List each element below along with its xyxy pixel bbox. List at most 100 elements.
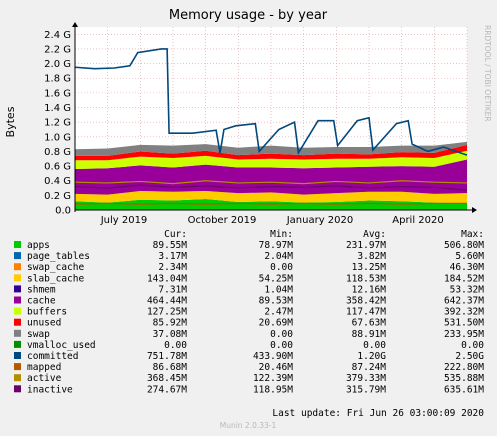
legend-name: inactive: [27, 384, 73, 395]
col-avg: Avg:: [363, 229, 386, 240]
legend-avg: 358.42M: [346, 296, 386, 307]
legend-max: 642.37M: [444, 296, 484, 307]
legend-cur: 85.92M: [153, 318, 188, 329]
legend-min: 1.04M: [264, 284, 293, 295]
legend-cur: 368.45M: [147, 373, 187, 384]
col-cur: Cur:: [164, 229, 187, 240]
legend-max: 506.80M: [444, 240, 484, 251]
legend-swatch-unused: [14, 318, 21, 326]
x-tick-label: April 2020: [392, 215, 443, 226]
legend-name: shmem: [27, 284, 56, 295]
col-max: Max:: [461, 229, 484, 240]
legend-avg: 12.16M: [352, 284, 387, 295]
munin-version: Munin 2.0.33-1: [220, 421, 277, 430]
legend-swatch-inactive: [14, 385, 21, 393]
y-tick-label: 0.6 G: [44, 162, 71, 173]
legend-avg: 87.24M: [352, 362, 387, 373]
rrdtool-credit: RRDTOOL / TOBI OETIKER: [483, 25, 492, 122]
legend-min: 118.95M: [253, 384, 293, 395]
legend-min: 2.04M: [264, 251, 293, 262]
y-tick-label: 0.4 G: [44, 176, 71, 187]
legend-name: page_tables: [27, 251, 90, 262]
legend-max: 53.32M: [450, 284, 485, 295]
y-tick-label: 2.4 G: [44, 30, 71, 41]
area-swap: [75, 141, 467, 156]
legend-cur: 89.55M: [153, 240, 188, 251]
legend-avg: 0.00: [363, 340, 386, 351]
y-tick-label: 1.4 G: [44, 103, 71, 114]
legend-swatch-slab_cache: [14, 274, 21, 282]
legend-max: 392.32M: [444, 307, 484, 318]
legend-cur: 464.44M: [147, 296, 187, 307]
y-tick-label: 1.6 G: [44, 88, 71, 99]
area-slab_cache: [75, 190, 467, 204]
legend-avg: 315.79M: [346, 384, 386, 395]
y-tick-label: 1.0 G: [44, 132, 71, 143]
legend-name: unused: [27, 318, 61, 329]
legend-max: 233.95M: [444, 329, 484, 340]
legend-min: 2.47M: [264, 307, 293, 318]
legend-min: 20.69M: [259, 318, 294, 329]
legend-name: vmalloc_used: [27, 340, 96, 351]
x-tick-label: July 2019: [100, 215, 148, 226]
stacked-areas: [75, 141, 467, 210]
legend-name: swap: [27, 329, 50, 340]
legend-swatch-active: [14, 374, 21, 382]
legend-cur: 274.67M: [147, 384, 187, 395]
legend-name: committed: [27, 351, 78, 362]
y-tick-label: 2.2 G: [44, 44, 71, 55]
legend-min: 0.00: [270, 262, 293, 273]
legend-min: 0.00: [270, 329, 293, 340]
legend-swatch-swap_cache: [14, 263, 21, 271]
line-inactive: [74, 184, 468, 191]
x-axis-arrow: [472, 207, 477, 213]
legend-max: 531.50M: [444, 318, 484, 329]
axes: [72, 22, 477, 213]
y-tick-label: 0.8 G: [44, 147, 71, 158]
area-unused: [75, 144, 467, 161]
legend-avg: 118.53M: [346, 273, 386, 284]
legend-swatch-swap: [14, 329, 21, 337]
legend-name: apps: [27, 240, 50, 251]
legend-swatch-vmalloc_used: [14, 340, 21, 348]
line-committed: [74, 48, 468, 156]
x-tick-label: January 2020: [286, 215, 354, 226]
legend-min: 433.90M: [253, 351, 293, 362]
legend-max: 2.50G: [455, 351, 484, 362]
legend-cur: 3.17M: [158, 251, 187, 262]
legend-swatch-cache: [14, 296, 21, 304]
legend-cur: 2.34M: [158, 262, 187, 273]
legend-avg: 3.82M: [357, 251, 386, 262]
legend-cur: 143.04M: [147, 273, 187, 284]
legend-cur: 127.25M: [147, 307, 187, 318]
area-buffers: [75, 150, 467, 170]
legend-max: 0.00: [461, 340, 484, 351]
y-axis-label: Bytes: [4, 106, 17, 137]
legend-min: 20.46M: [259, 362, 294, 373]
legend-min: 78.97M: [259, 240, 294, 251]
legend-max: 635.61M: [444, 384, 484, 395]
chart-title: Memory usage - by year: [169, 8, 328, 23]
legend-name: cache: [27, 296, 56, 307]
legend-min: 122.39M: [253, 373, 293, 384]
y-tick-label: 0.0: [55, 206, 71, 217]
data-lines: [74, 48, 468, 205]
legend-avg: 13.25M: [352, 262, 387, 273]
area-cache: [75, 159, 467, 195]
legend-min: 54.25M: [259, 273, 294, 284]
legend-max: 5.60M: [455, 251, 484, 262]
legend-cur: 0.00: [164, 340, 187, 351]
col-min: Min:: [270, 229, 293, 240]
legend-min: 0.00: [270, 340, 293, 351]
legend-cur: 37.08M: [153, 329, 188, 340]
legend-avg: 117.47M: [346, 307, 386, 318]
legend-cur: 86.68M: [153, 362, 188, 373]
legend-name: swap_cache: [27, 262, 84, 273]
legend-name: active: [27, 373, 62, 384]
line-mapped: [74, 202, 467, 205]
legend-name: slab_cache: [27, 273, 84, 284]
legend-swatch-page_tables: [14, 252, 21, 260]
legend-avg: 1.20G: [357, 351, 386, 362]
legend-avg: 231.97M: [346, 240, 386, 251]
